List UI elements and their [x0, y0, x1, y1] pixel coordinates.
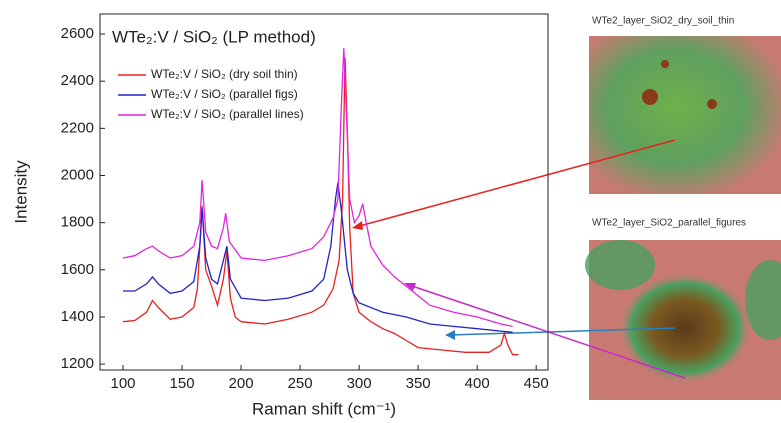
y-tick-label: 2000 [61, 166, 94, 183]
legend-label: WTe₂:V / SiO₂ (dry soil thin) [151, 67, 298, 81]
x-tick-label: 300 [347, 375, 372, 392]
spot [661, 60, 669, 68]
legend-label: WTe₂:V / SiO₂ (parallel lines) [151, 107, 304, 121]
x-tick-label: 250 [288, 375, 313, 392]
arrows [352, 139, 686, 379]
x-axis-label: Raman shift (cm⁻¹) [252, 399, 396, 418]
y-axis-label: Intensity [11, 160, 30, 224]
x-tick-label: 350 [406, 375, 431, 392]
arrow [408, 284, 686, 379]
arrow [449, 327, 676, 336]
y-tick-label: 1200 [61, 355, 94, 372]
y-tick-label: 1800 [61, 214, 94, 231]
y-tick-label: 2600 [61, 25, 94, 42]
arrow [355, 139, 676, 228]
series-line [123, 182, 513, 333]
y-tick-label: 1600 [61, 261, 94, 278]
y-tick-label: 2400 [61, 72, 94, 89]
plot-frame [99, 13, 549, 371]
y-tick-label: 1400 [61, 308, 94, 325]
chart-title: WTe₂:V / SiO₂ (LP method) [112, 27, 316, 46]
x-tick-label: 200 [229, 375, 254, 392]
micrograph-overlay [589, 240, 781, 400]
y-tick-label: 2200 [61, 119, 94, 136]
arrow-head [404, 283, 416, 291]
series-line [122, 48, 513, 328]
spot [707, 99, 717, 109]
legend-label: WTe₂:V / SiO₂ (parallel figs) [151, 87, 298, 101]
x-tick-label: 100 [111, 375, 136, 392]
arrow-head [352, 221, 363, 230]
image-caption: WTe2_layer_SiO2_parallel_figures [592, 218, 746, 229]
x-tick-label: 150 [170, 375, 195, 392]
x-tick-label: 400 [465, 375, 490, 392]
series-line [122, 57, 519, 356]
image-caption: WTe2_layer_SiO2_dry_soil_thin [592, 16, 734, 27]
spot [642, 89, 658, 105]
micrograph-overlay [589, 36, 781, 194]
x-tick-label: 450 [524, 375, 549, 392]
arrow-head [445, 330, 455, 340]
